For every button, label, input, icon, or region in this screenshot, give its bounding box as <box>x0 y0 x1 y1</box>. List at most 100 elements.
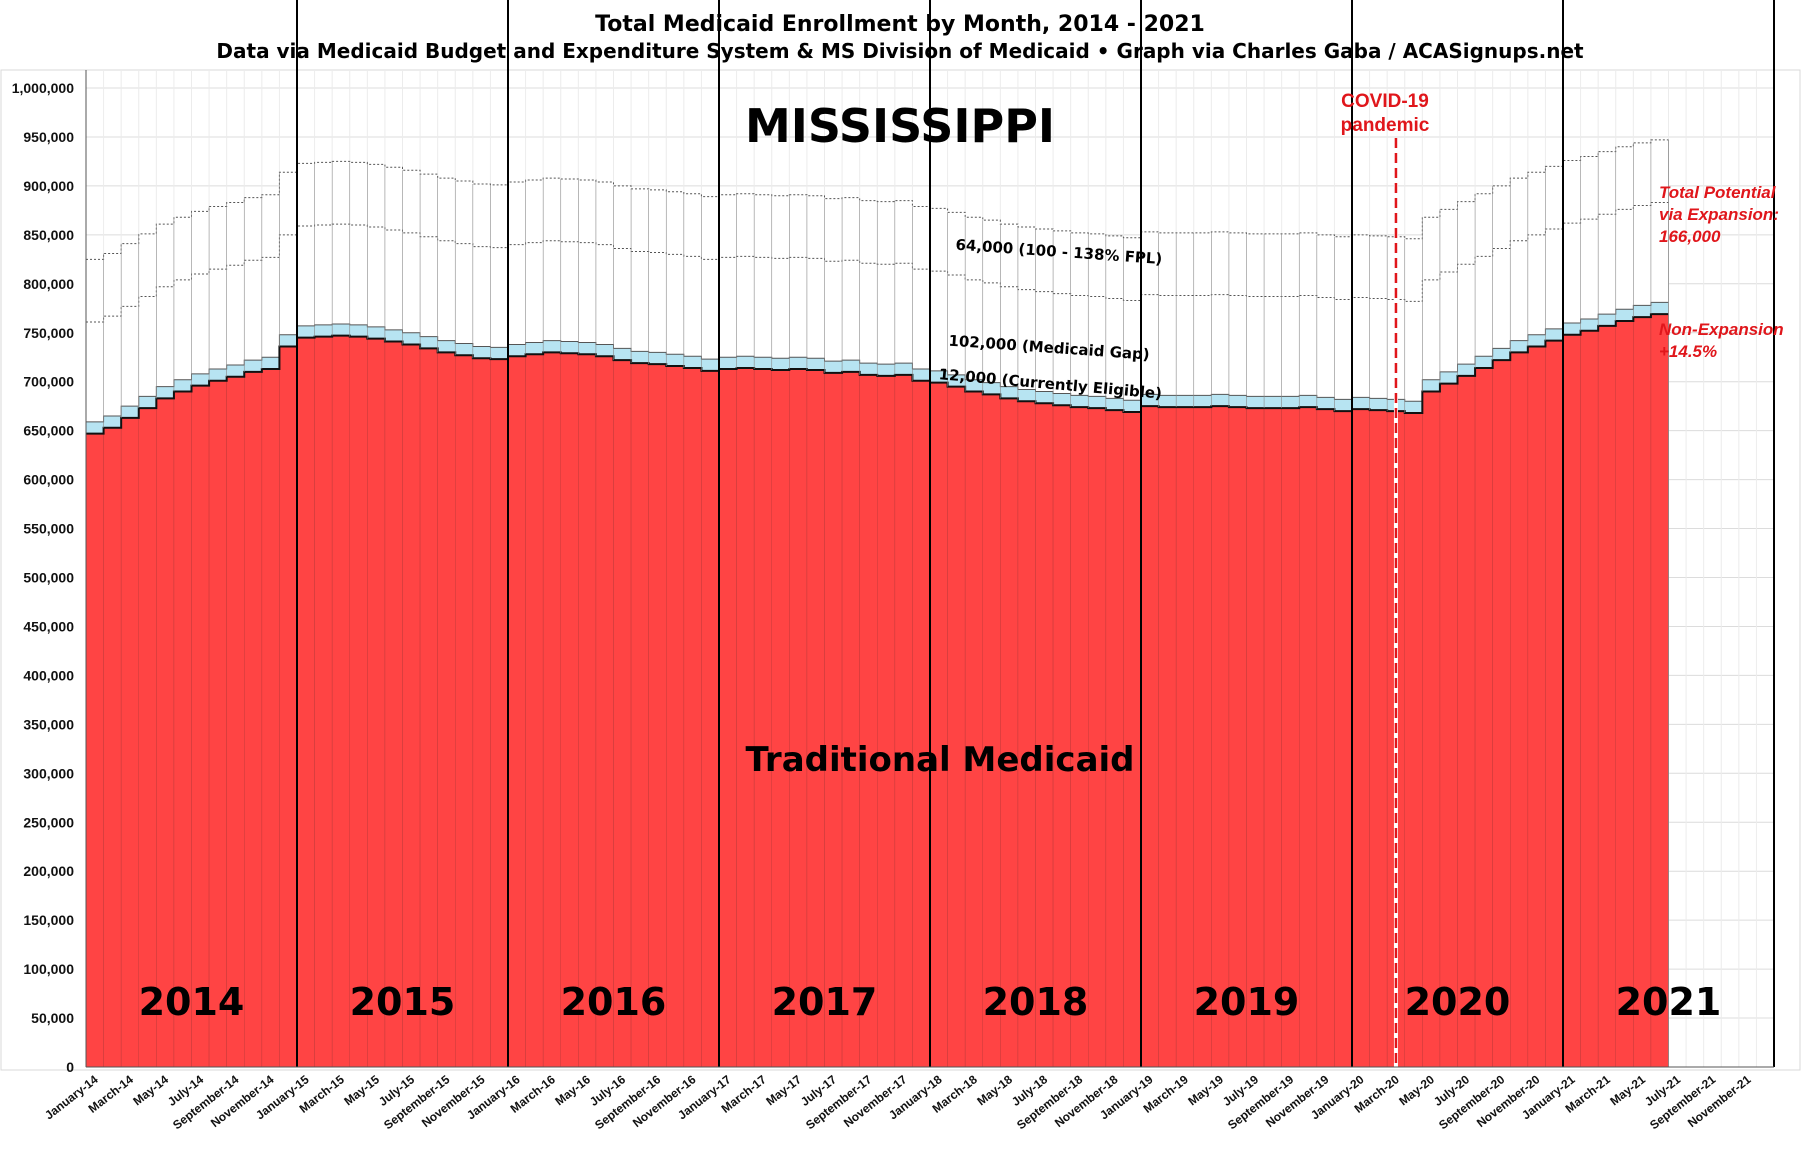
traditional-bar <box>1070 406 1089 1068</box>
traditional-bar <box>296 337 315 1068</box>
year-label: 2017 <box>772 980 878 1024</box>
traditional-bar <box>314 336 333 1068</box>
traditional-bar <box>771 369 790 1068</box>
y-tick-label: 250,000 <box>23 814 74 830</box>
traditional-bar <box>1562 334 1581 1068</box>
traditional-bar <box>982 394 1001 1068</box>
traditional-bar <box>1474 367 1493 1068</box>
traditional-bar <box>877 375 896 1068</box>
x-tick-label: May-19 <box>1185 1072 1226 1108</box>
traditional-bar <box>191 385 210 1068</box>
traditional-bar <box>490 358 509 1068</box>
traditional-bar <box>402 344 421 1068</box>
traditional-label: Traditional Medicaid <box>745 740 1134 780</box>
traditional-bar <box>718 368 737 1068</box>
y-tick-label: 450,000 <box>23 618 74 634</box>
covid-label-line1: COVID-19 <box>1341 91 1429 112</box>
traditional-bar <box>173 391 192 1068</box>
traditional-bar <box>1334 410 1353 1068</box>
traditional-bar <box>789 368 808 1068</box>
traditional-bar <box>525 354 544 1068</box>
traditional-bar <box>120 417 139 1068</box>
year-label: 2020 <box>1405 980 1511 1024</box>
traditional-bar <box>331 335 350 1068</box>
traditional-bar <box>736 367 755 1068</box>
y-tick-label: 700,000 <box>23 374 74 390</box>
y-tick-label: 800,000 <box>23 276 74 292</box>
traditional-bar <box>1404 412 1423 1068</box>
y-tick-label: 950,000 <box>23 129 74 145</box>
traditional-bar <box>1597 325 1616 1068</box>
y-tick-label: 550,000 <box>23 521 74 537</box>
traditional-bar <box>683 367 702 1068</box>
traditional-bar <box>437 352 456 1068</box>
y-tick-label: 500,000 <box>23 570 74 586</box>
traditional-bar <box>1369 409 1388 1068</box>
y-tick-label: 850,000 <box>23 227 74 243</box>
traditional-bar <box>560 353 579 1068</box>
traditional-bar <box>1527 346 1546 1068</box>
traditional-bar <box>279 346 298 1068</box>
traditional-bar <box>103 427 122 1068</box>
total-potential-line3: 166,000 <box>1659 227 1721 246</box>
traditional-bar <box>1650 313 1669 1068</box>
traditional-bar <box>613 359 632 1068</box>
non-expansion-line1: Non-Expansion <box>1659 320 1784 339</box>
traditional-bar <box>138 407 157 1068</box>
traditional-bar <box>1158 406 1177 1068</box>
traditional-bar <box>1492 359 1511 1068</box>
year-label: 2014 <box>139 980 245 1024</box>
traditional-bar <box>1052 404 1071 1068</box>
year-label: 2018 <box>983 980 1089 1024</box>
covid-label-line2: pandemic <box>1341 115 1430 136</box>
traditional-bar <box>1281 407 1300 1068</box>
traditional-bar <box>1193 406 1212 1068</box>
traditional-bar <box>1211 405 1230 1068</box>
traditional-bar <box>1457 375 1476 1068</box>
traditional-bar <box>701 370 720 1068</box>
traditional-bar <box>1316 408 1335 1068</box>
y-tick-label: 400,000 <box>23 667 74 683</box>
traditional-bar <box>349 336 368 1068</box>
traditional-bar <box>384 341 403 1068</box>
traditional-bar <box>455 355 474 1068</box>
traditional-bar <box>1633 316 1652 1068</box>
x-tick-label: May-21 <box>1607 1072 1648 1108</box>
x-tick-label: May-16 <box>552 1072 593 1108</box>
traditional-bar <box>1105 409 1124 1068</box>
traditional-bar <box>1246 407 1265 1068</box>
traditional-bar <box>1088 407 1107 1068</box>
traditional-bar <box>929 382 948 1068</box>
year-label: 2021 <box>1616 980 1722 1024</box>
traditional-bar <box>859 374 878 1068</box>
traditional-bar <box>824 372 843 1068</box>
chart-subtitle: Data via Medicaid Budget and Expenditure… <box>216 39 1584 63</box>
traditional-bar <box>1263 407 1282 1068</box>
traditional-bar <box>1035 402 1054 1068</box>
traditional-bar <box>578 354 597 1068</box>
traditional-bar <box>1510 352 1529 1068</box>
x-tick-label: May-20 <box>1396 1072 1437 1108</box>
traditional-bar <box>208 380 227 1068</box>
y-tick-label: 150,000 <box>23 912 74 928</box>
y-tick-label: 300,000 <box>23 765 74 781</box>
traditional-bar <box>542 352 562 1068</box>
traditional-bar <box>894 374 913 1068</box>
traditional-bar <box>1299 406 1318 1068</box>
x-tick-label: May-15 <box>341 1072 382 1108</box>
y-tick-label: 650,000 <box>23 423 74 439</box>
traditional-bar <box>85 433 104 1068</box>
traditional-bar <box>964 391 984 1068</box>
x-tick-label: May-18 <box>974 1072 1015 1108</box>
traditional-bar <box>1351 408 1370 1068</box>
y-tick-label: 200,000 <box>23 863 74 879</box>
x-tick-label: May-14 <box>130 1072 171 1108</box>
traditional-bar <box>666 365 685 1068</box>
traditional-bar <box>648 363 667 1068</box>
y-tick-label: 600,000 <box>23 472 74 488</box>
traditional-bar <box>947 386 966 1068</box>
traditional-bar <box>1439 383 1458 1068</box>
year-label: 2019 <box>1194 980 1300 1024</box>
total-potential-line1: Total Potential <box>1659 183 1777 202</box>
